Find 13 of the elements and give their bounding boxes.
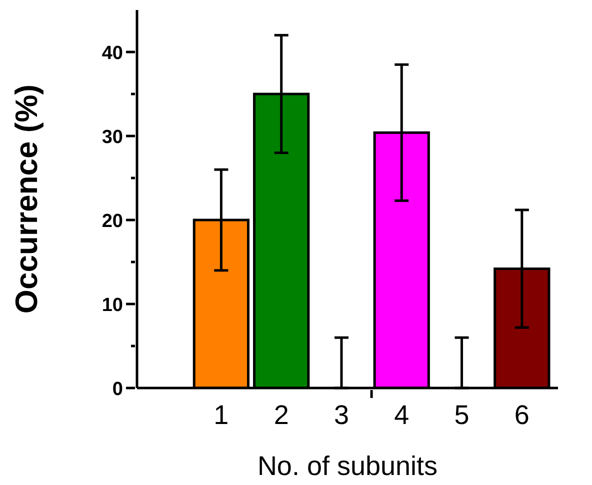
x-tick-label: 1 [214, 400, 229, 430]
x-tick-label: 2 [274, 400, 289, 430]
x-tick-label: 3 [334, 400, 349, 430]
x-tick-label: 4 [394, 400, 410, 430]
y-tick-label: 40 [102, 43, 123, 64]
y-tick-label: 30 [102, 127, 123, 148]
x-tick-label: 5 [454, 400, 470, 430]
x-tick-label: 6 [514, 400, 530, 430]
y-axis-title: Occurrence (%) [9, 84, 44, 314]
x-axis-title: No. of subunits [257, 451, 438, 481]
y-tick-label: 0 [112, 379, 123, 400]
y-tick-label: 10 [102, 295, 123, 316]
y-tick-label: 20 [102, 211, 123, 232]
